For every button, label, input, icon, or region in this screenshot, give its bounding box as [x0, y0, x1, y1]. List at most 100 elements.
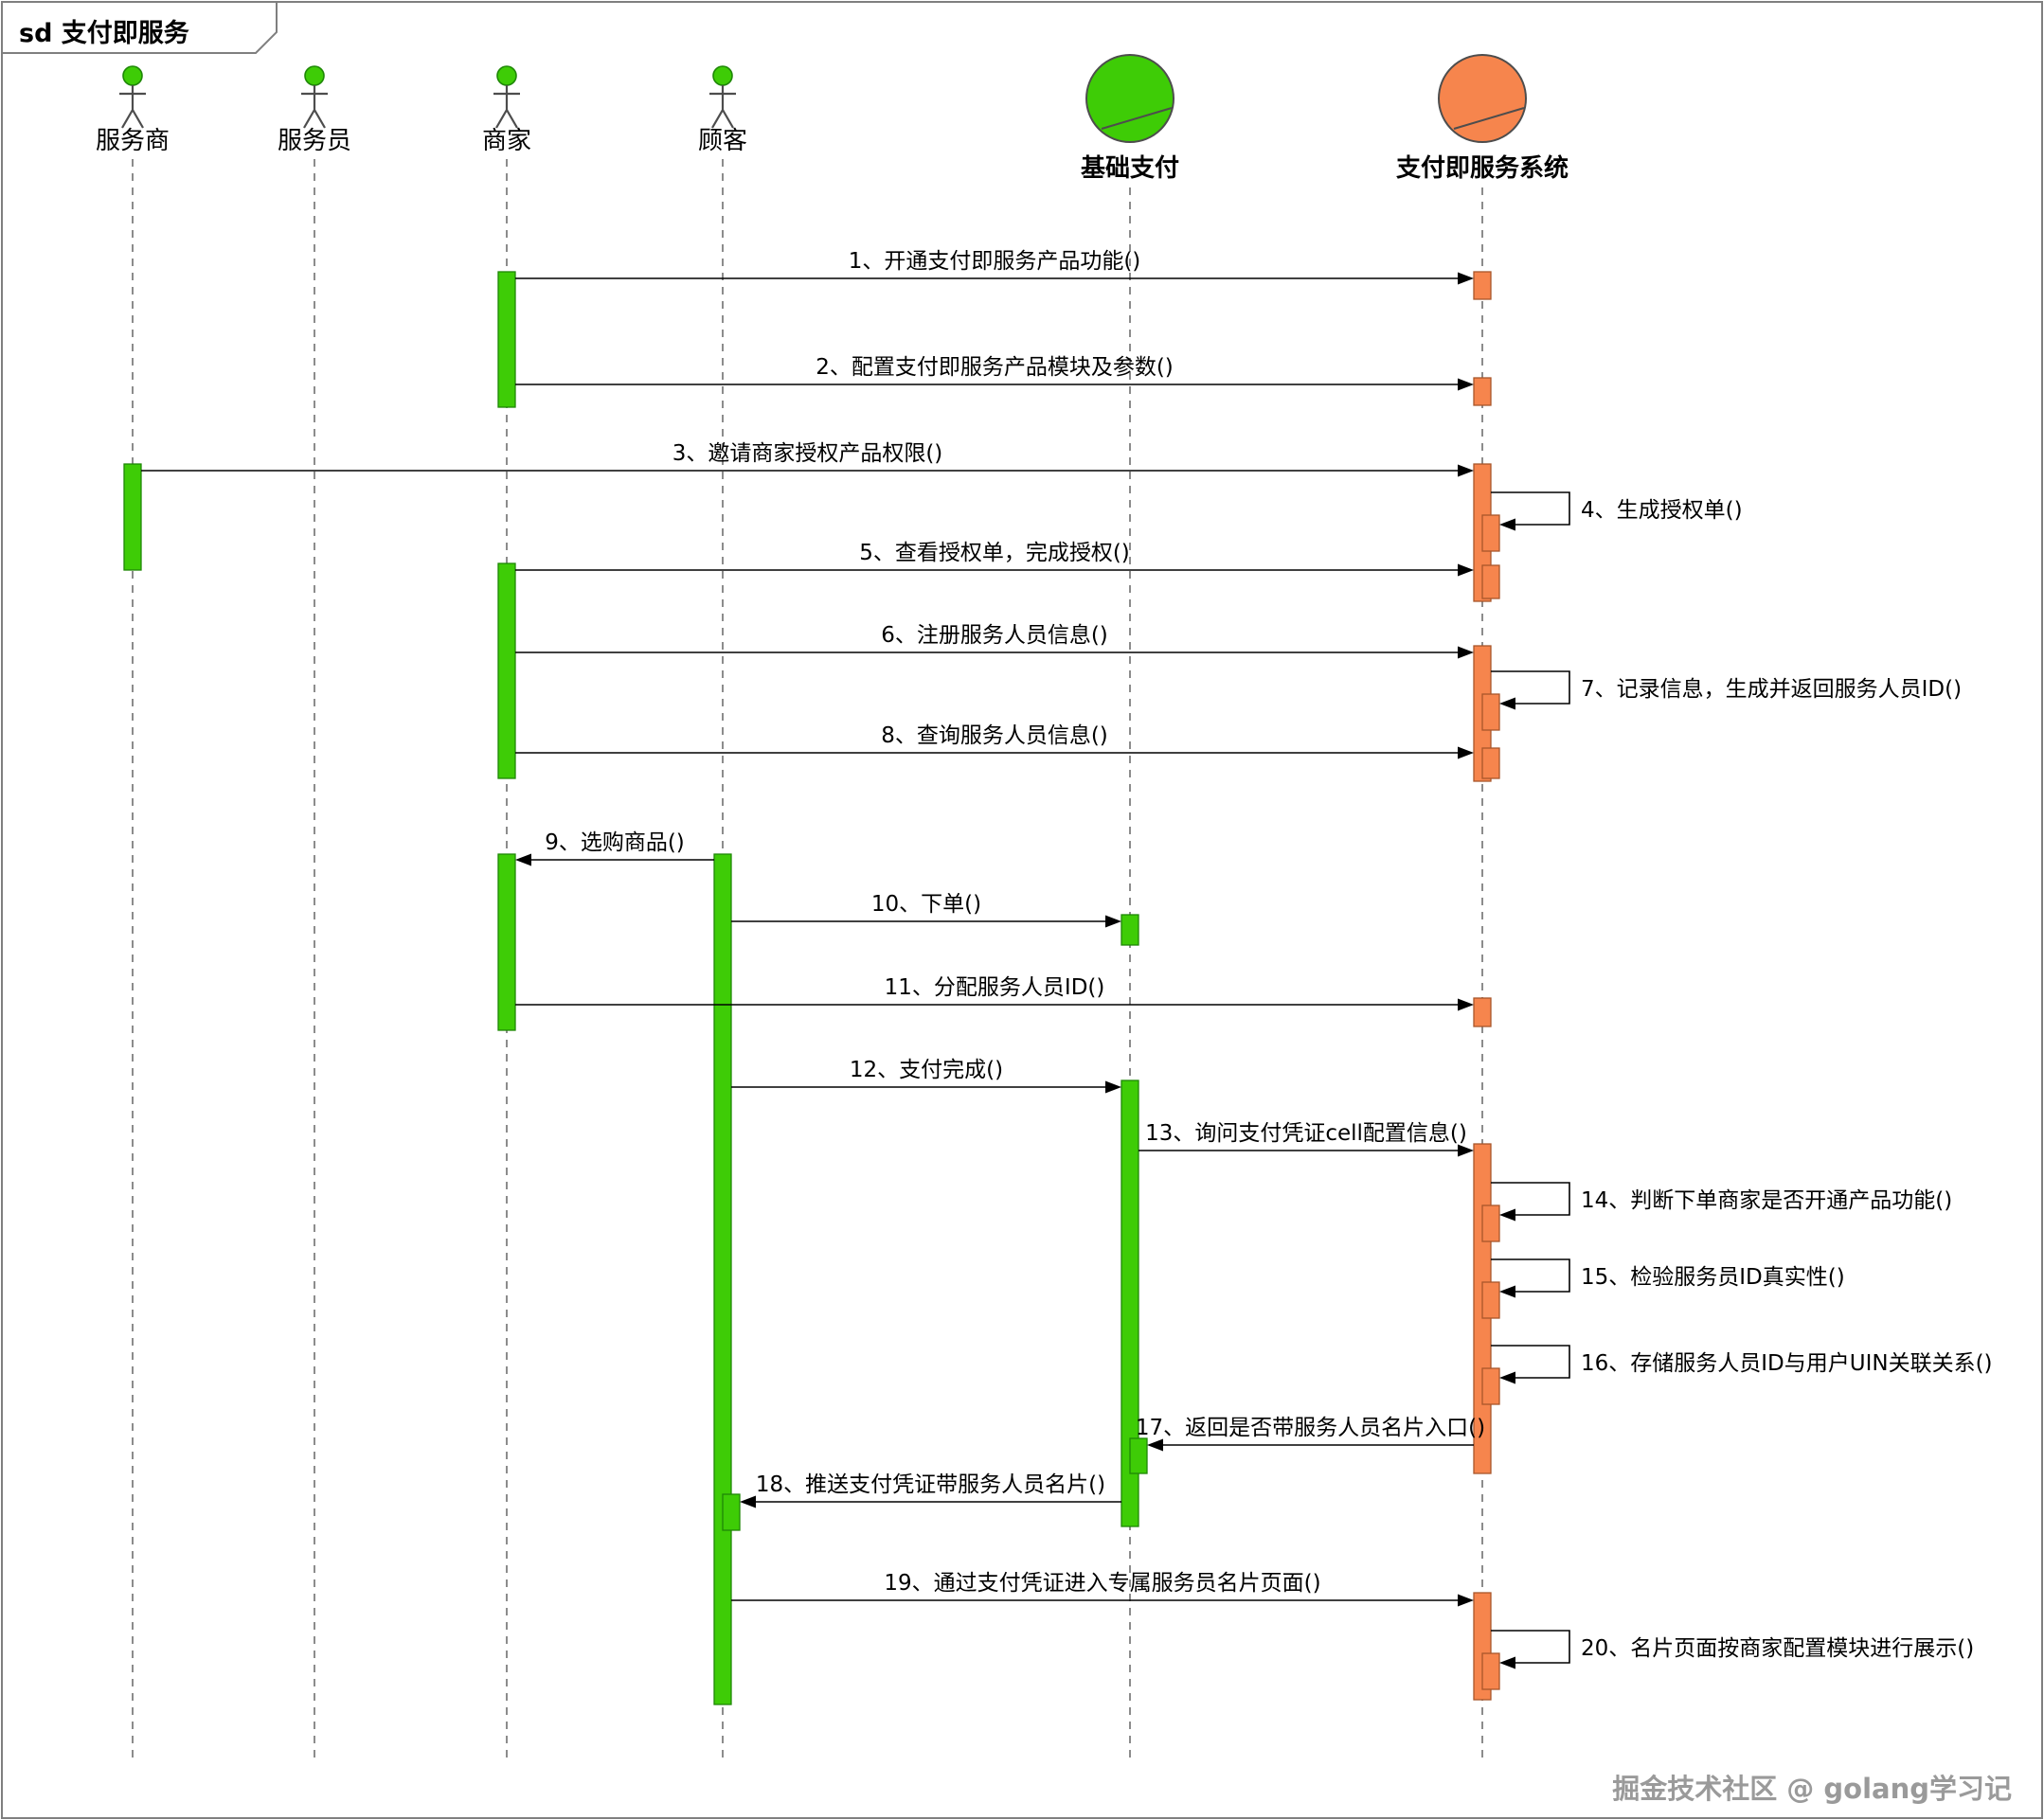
message-label: 1、开通支付即服务产品功能() [849, 249, 1141, 274]
object-basicpay: 基础支付 [1081, 54, 1179, 183]
actor-waiter: 服务员 [278, 65, 351, 155]
message-12: 12、支付完成() [731, 1058, 1121, 1094]
message-label: 4、生成授权单() [1581, 498, 1743, 523]
message-7: 7、记录信息，生成并返回服务人员ID() [1491, 670, 1962, 710]
system-ball-icon [1085, 54, 1174, 143]
message-label: 6、注册服务人员信息() [881, 623, 1108, 648]
activation-bar-merchant [497, 562, 516, 779]
arrowhead [1458, 272, 1474, 285]
arrowhead [1499, 1371, 1515, 1384]
message-label: 12、支付完成() [850, 1058, 1003, 1082]
message-13: 13、询问支付凭证cell配置信息() [1139, 1121, 1474, 1157]
message-5: 5、查看授权单，完成授权() [515, 541, 1474, 577]
arrowhead [1458, 464, 1474, 477]
arrowhead [740, 1495, 756, 1508]
arrowhead [1458, 1594, 1474, 1607]
message-11: 11、分配服务人员ID() [515, 975, 1474, 1011]
activation-bar-paas [1481, 514, 1500, 552]
message-label: 9、选购商品() [545, 830, 685, 855]
object-paas: 支付即服务系统 [1396, 54, 1569, 183]
self-message-line [1491, 1182, 1570, 1216]
arrowhead [1458, 746, 1474, 759]
message-3: 3、邀请商家授权产品权限() [141, 441, 1474, 477]
message-label: 13、询问支付凭证cell配置信息() [1145, 1121, 1467, 1146]
activation-bar-paas [1481, 1652, 1500, 1690]
stick-figure-head-icon [496, 65, 517, 86]
actor-label: 服务员 [278, 127, 351, 155]
activation-bar-paas [1481, 1281, 1500, 1319]
activation-bar-provider [123, 463, 142, 571]
activation-bar-paas [1481, 564, 1500, 599]
arrowhead [1105, 1080, 1121, 1094]
message-label: 18、推送支付凭证带服务人员名片() [756, 1472, 1105, 1497]
object-label: 支付即服务系统 [1396, 153, 1569, 183]
message-6: 6、注册服务人员信息() [515, 623, 1474, 659]
self-message-line [1491, 1258, 1570, 1293]
stick-figure-body-icon [493, 85, 520, 129]
activation-bar-merchant [497, 271, 516, 408]
message-label: 7、记录信息，生成并返回服务人员ID() [1581, 677, 1962, 702]
message-label: 15、检验服务员ID真实性() [1581, 1265, 1845, 1290]
activation-bar-basicpay [1129, 1437, 1148, 1474]
message-15: 15、检验服务员ID真实性() [1491, 1258, 1845, 1298]
stick-figure-head-icon [304, 65, 325, 86]
message-label: 8、查询服务人员信息() [881, 723, 1108, 748]
message-label: 5、查看授权单，完成授权() [859, 541, 1130, 565]
activation-bar-customer [713, 853, 732, 1705]
message-label: 2、配置支付即服务产品模块及参数() [816, 355, 1174, 380]
self-message-line [1491, 1630, 1570, 1664]
self-message-line [1491, 491, 1570, 526]
activation-bar-paas [1473, 271, 1492, 300]
message-20: 20、名片页面按商家配置模块进行展示() [1491, 1630, 1974, 1669]
arrowhead [1499, 1656, 1515, 1669]
message-label: 19、通过支付凭证进入专属服务员名片页面() [884, 1571, 1320, 1596]
arrowhead [1458, 646, 1474, 659]
message-label: 20、名片页面按商家配置模块进行展示() [1581, 1636, 1974, 1661]
actor-label: 服务商 [96, 127, 170, 155]
activation-bar-paas [1473, 377, 1492, 406]
arrowhead [1147, 1438, 1163, 1452]
message-2: 2、配置支付即服务产品模块及参数() [515, 355, 1474, 391]
activation-bar-paas [1481, 747, 1500, 779]
activation-bar-paas [1481, 1367, 1500, 1405]
watermark-text: 掘金技术社区 @ golang学习记 [1612, 1773, 2012, 1805]
stick-figure-head-icon [712, 65, 733, 86]
activation-bar-paas [1481, 693, 1500, 731]
message-14: 14、判断下单商家是否开通产品功能() [1491, 1182, 1952, 1222]
arrowhead [1499, 1208, 1515, 1222]
actor-label: 商家 [482, 127, 531, 155]
actor-provider: 服务商 [96, 65, 170, 155]
stick-figure-body-icon [119, 85, 146, 129]
activation-bar-basicpay [1121, 914, 1139, 946]
message-label: 11、分配服务人员ID() [885, 975, 1105, 1000]
message-4: 4、生成授权单() [1491, 491, 1743, 531]
frame-title: sd 支付即服务 [19, 19, 189, 48]
arrowhead [515, 853, 531, 866]
ball-chord-line [1453, 107, 1525, 130]
self-message-line [1491, 670, 1570, 705]
message-10: 10、下单() [731, 892, 1121, 928]
message-1: 1、开通支付即服务产品功能() [515, 249, 1474, 285]
arrowhead [1499, 518, 1515, 531]
message-label: 17、返回是否带服务人员名片入口() [1136, 1416, 1485, 1440]
activation-bar-paas [1473, 997, 1492, 1027]
message-18: 18、推送支付凭证带服务人员名片() [740, 1472, 1121, 1508]
message-17: 17、返回是否带服务人员名片入口() [1136, 1416, 1485, 1452]
frame-title-tab [1, 1, 278, 54]
self-message-line [1491, 1345, 1570, 1379]
actor-label: 顾客 [698, 127, 747, 155]
message-8: 8、查询服务人员信息() [515, 723, 1474, 759]
stick-figure-body-icon [709, 85, 736, 129]
stick-figure-body-icon [301, 85, 328, 129]
actor-merchant: 商家 [482, 65, 531, 155]
arrowhead [1458, 563, 1474, 577]
activation-bar-basicpay [1121, 1080, 1139, 1527]
arrowhead [1499, 1285, 1515, 1298]
message-16: 16、存储服务人员ID与用户UIN关联关系() [1491, 1345, 1993, 1384]
message-label: 10、下单() [871, 892, 981, 917]
activation-bar-paas [1481, 1204, 1500, 1242]
object-label: 基础支付 [1081, 154, 1179, 183]
actor-customer: 顾客 [698, 65, 747, 155]
